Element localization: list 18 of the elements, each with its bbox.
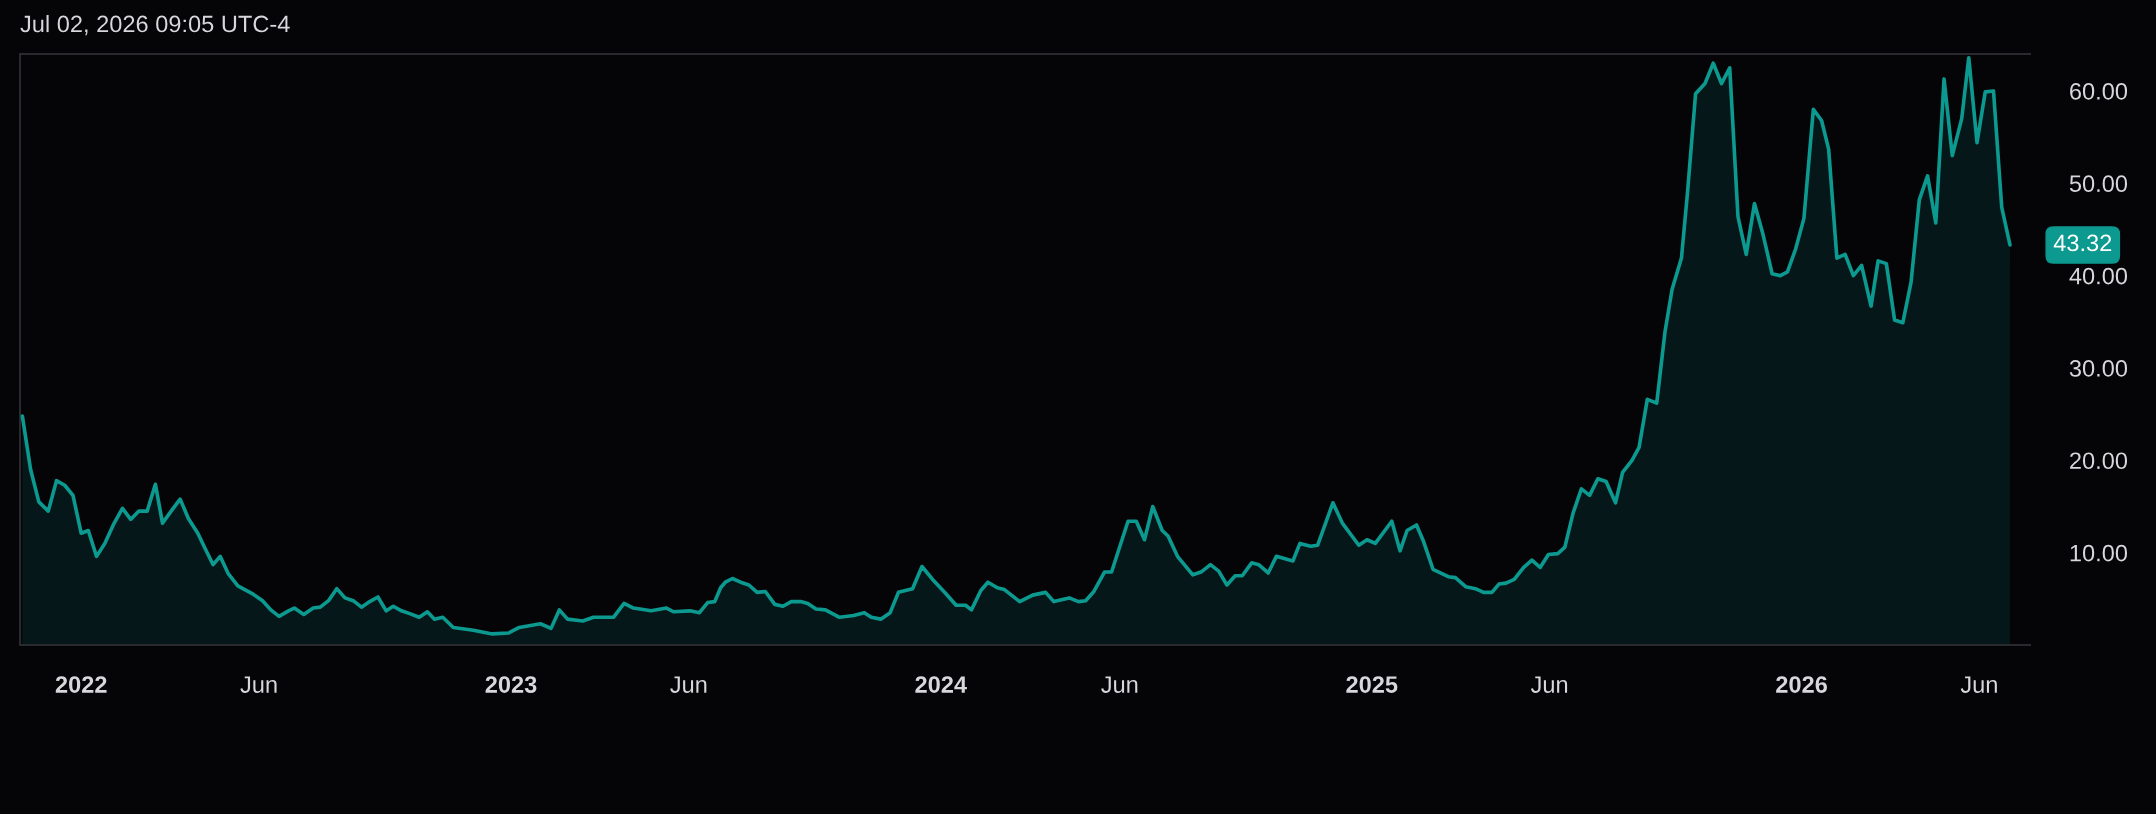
x-tick-label: Jun xyxy=(1101,676,1138,693)
x-tick-label: 2023 xyxy=(485,676,537,693)
data-label: 43.32 xyxy=(2053,234,2112,252)
x-tick-label: 2025 xyxy=(1346,676,1398,693)
x-tick-label: Jun xyxy=(240,676,277,693)
x-tick-label: Jun xyxy=(1530,676,1568,693)
y-tick-label: 40.00 xyxy=(2069,267,2128,285)
x-tick-label: Jun xyxy=(670,676,707,693)
x-tick-label: Jun xyxy=(1960,676,1997,693)
y-tick-label: 50.00 xyxy=(2069,175,2128,193)
x-tick-label: 2024 xyxy=(915,676,967,693)
x-tick-label: 2022 xyxy=(55,676,107,693)
y-tick-label: 60.00 xyxy=(2070,83,2128,100)
y-tick-label: 10.00 xyxy=(2070,544,2128,562)
text: Jul 02, 2026 09:05 UTC-4 xyxy=(20,15,290,36)
x-tick-label: 2026 xyxy=(1776,676,1827,693)
y-tick-label: 20.00 xyxy=(2070,452,2128,470)
y-tick-label: 30.00 xyxy=(2069,360,2128,377)
